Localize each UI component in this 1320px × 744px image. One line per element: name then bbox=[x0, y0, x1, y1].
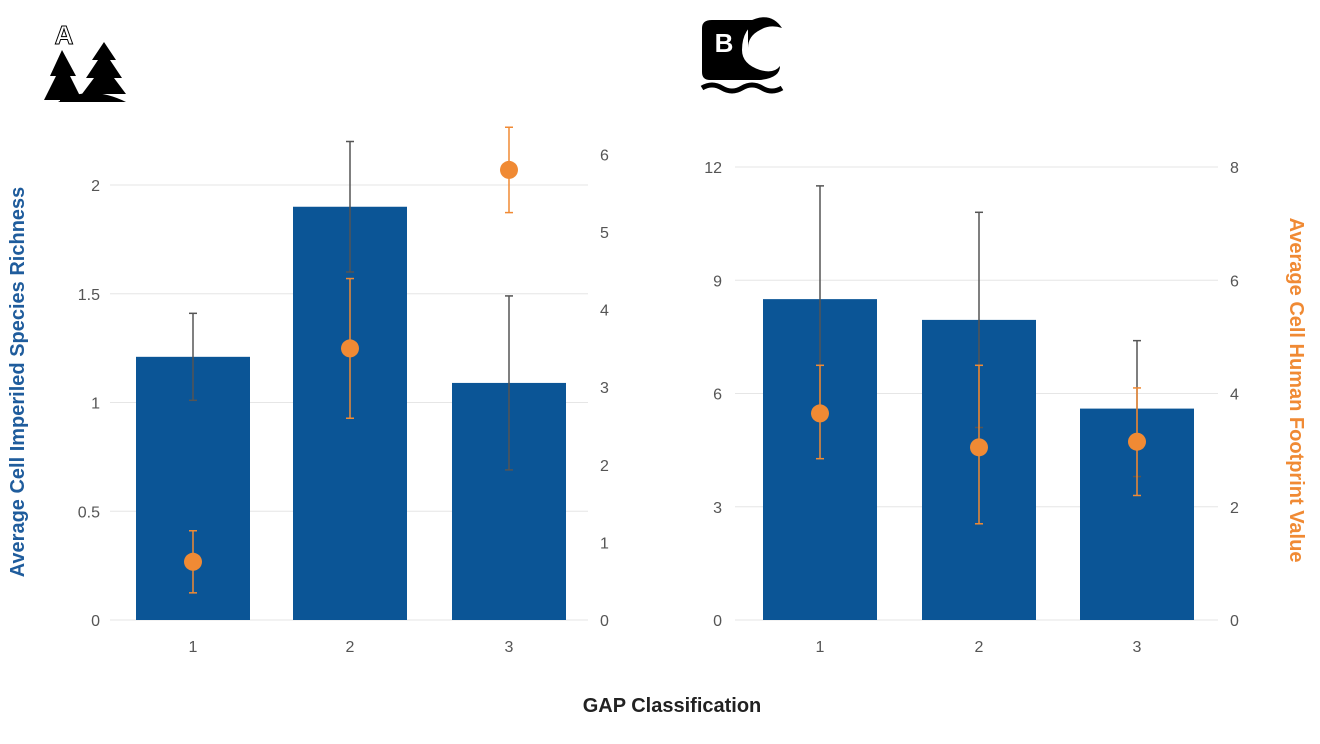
right-tick-label: 5 bbox=[600, 225, 609, 242]
bar-error-bar bbox=[189, 312, 197, 402]
right-tick-label: 0 bbox=[1230, 613, 1239, 630]
right-tick-label: 3 bbox=[600, 380, 609, 397]
right-tick-label: 6 bbox=[1230, 273, 1239, 290]
forest-icon: A bbox=[44, 20, 126, 102]
left-tick-label: 3 bbox=[713, 500, 722, 517]
data-point bbox=[1128, 432, 1146, 451]
x-tick-label: 1 bbox=[189, 639, 198, 656]
x-tick-label: 3 bbox=[505, 639, 514, 656]
x-tick-label: 3 bbox=[1133, 639, 1142, 656]
left-tick-label: 12 bbox=[704, 160, 722, 177]
bar-error-bar bbox=[346, 140, 354, 273]
right-tick-label: 8 bbox=[1230, 160, 1239, 177]
left-tick-label: 1.5 bbox=[78, 287, 100, 304]
right-tick-label: 2 bbox=[600, 458, 609, 475]
data-point bbox=[341, 339, 359, 358]
left-tick-label: 9 bbox=[713, 273, 722, 290]
right-tick-label: 1 bbox=[600, 535, 609, 552]
chart-panel-a: 0 0.5 1 1.5 2 0 1 2 3 4 5 6 1 2 3 bbox=[78, 126, 609, 656]
right-tick-label: 4 bbox=[1230, 387, 1239, 404]
right-tick-label: 6 bbox=[600, 147, 609, 164]
left-tick-label: 0 bbox=[713, 613, 722, 630]
right-tick-label: 4 bbox=[600, 303, 609, 320]
right-tick-label: 2 bbox=[1230, 500, 1239, 517]
data-point bbox=[500, 160, 518, 179]
x-tick-label: 2 bbox=[975, 639, 984, 656]
left-axis-label: Average Cell Imperiled Species Richness bbox=[7, 187, 29, 578]
left-tick-label: 1 bbox=[91, 396, 100, 413]
left-tick-label: 6 bbox=[713, 387, 722, 404]
left-tick-label: 0.5 bbox=[78, 504, 100, 521]
left-tick-label: 2 bbox=[91, 178, 100, 195]
wave-icon: B bbox=[700, 17, 784, 94]
right-axis-label: Average Cell Human Footprint Value bbox=[1285, 218, 1307, 563]
panel-a-letter: A bbox=[55, 20, 74, 50]
data-point bbox=[811, 404, 829, 423]
x-axis-label: GAP Classification bbox=[583, 695, 762, 717]
left-tick-label: 0 bbox=[91, 613, 100, 630]
data-point bbox=[184, 552, 202, 571]
bar-error-bar bbox=[505, 295, 513, 471]
x-tick-label: 2 bbox=[346, 639, 355, 656]
right-tick-label: 0 bbox=[600, 613, 609, 630]
x-tick-label: 1 bbox=[816, 639, 825, 656]
panel-b-letter: B bbox=[715, 28, 734, 58]
data-point bbox=[970, 438, 988, 457]
